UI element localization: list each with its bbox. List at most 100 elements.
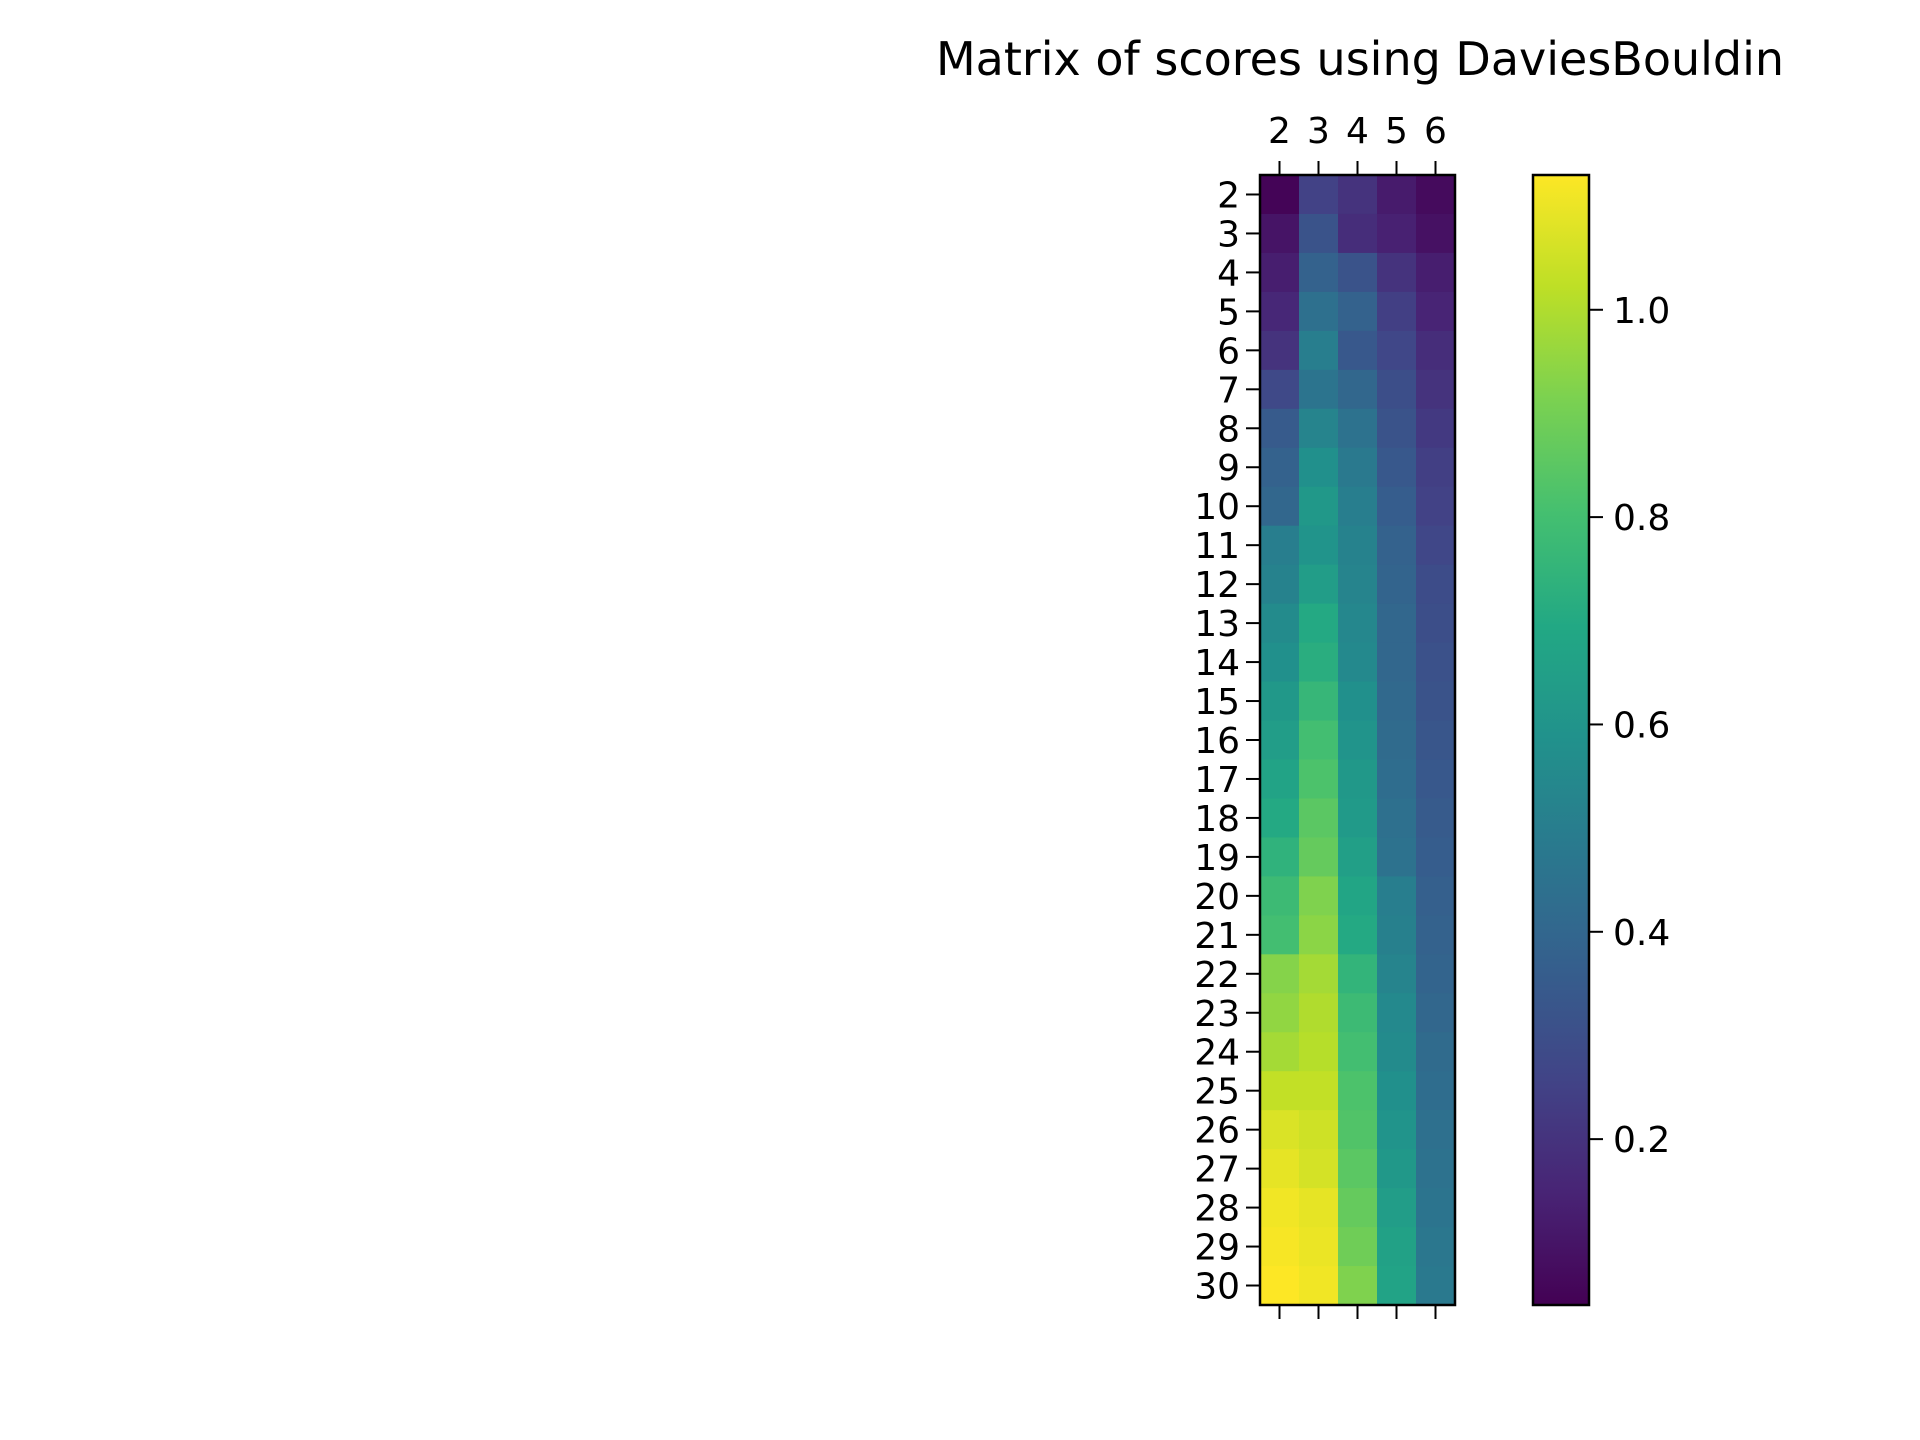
heatmap-cell (1377, 1149, 1417, 1189)
heatmap-cell (1377, 369, 1417, 410)
heatmap-cell (1338, 252, 1378, 293)
heatmap-cell (1338, 993, 1378, 1033)
heatmap-cell (1260, 876, 1300, 916)
x-tick-label: 4 (1346, 111, 1369, 152)
heatmap-cell (1416, 603, 1456, 644)
y-tick-label: 19 (1194, 838, 1240, 879)
heatmap-cell (1299, 1032, 1339, 1072)
heatmap-cell (1299, 954, 1339, 994)
heatmap-cell (1377, 681, 1417, 722)
heatmap-cell (1377, 915, 1417, 955)
heatmap-cell (1338, 798, 1378, 839)
heatmap-cell (1416, 1032, 1456, 1072)
y-tick-label: 7 (1217, 370, 1240, 411)
y-tick-label: 10 (1194, 487, 1240, 528)
y-tick-label: 16 (1194, 721, 1240, 762)
heatmap-cell (1260, 1071, 1300, 1111)
heatmap-cell (1377, 525, 1417, 566)
heatmap-cell (1260, 1266, 1300, 1306)
heatmap-cell (1299, 681, 1339, 722)
heatmap-cell (1338, 1227, 1378, 1267)
heatmap-cell (1299, 1266, 1339, 1306)
heatmap-cell (1338, 1071, 1378, 1111)
heatmap-cell (1260, 720, 1300, 761)
y-tick-label: 6 (1217, 331, 1240, 372)
y-axis-ticks: 2345678910111213141516171819202122232425… (1194, 175, 1260, 1308)
y-tick-label: 2 (1217, 175, 1240, 216)
y-tick-label: 30 (1194, 1267, 1240, 1308)
y-tick-label: 14 (1194, 643, 1240, 684)
heatmap-cell (1299, 213, 1339, 254)
heatmap-cells (1260, 175, 1456, 1306)
heatmap-cell (1377, 1227, 1417, 1267)
heatmap-cell (1377, 642, 1417, 683)
heatmap-cell (1299, 1110, 1339, 1150)
heatmap-cell (1299, 525, 1339, 566)
heatmap-cell (1299, 876, 1339, 916)
heatmap-cell (1377, 720, 1417, 761)
colorbar-tick-label: 1.0 (1613, 291, 1670, 332)
heatmap-cell (1416, 954, 1456, 994)
y-tick-label: 20 (1194, 877, 1240, 918)
heatmap-cell (1416, 1071, 1456, 1111)
y-tick-label: 25 (1194, 1072, 1240, 1113)
heatmap-cell (1299, 330, 1339, 371)
y-tick-label: 24 (1194, 1033, 1240, 1074)
heatmap-cell (1416, 1266, 1456, 1306)
heatmap-cell (1260, 408, 1300, 449)
heatmap-cell (1299, 1149, 1339, 1189)
heatmap-cell (1260, 486, 1300, 527)
heatmap-cell (1416, 175, 1456, 215)
heatmap-cell (1299, 175, 1339, 215)
heatmap-cell (1377, 447, 1417, 488)
heatmap-cell (1416, 369, 1456, 410)
heatmap-cell (1260, 837, 1300, 877)
heatmap-cell (1338, 603, 1378, 644)
heatmap-cell (1377, 1188, 1417, 1228)
colorbar-tick-label: 0.8 (1613, 498, 1670, 539)
heatmap-cell (1377, 213, 1417, 254)
heatmap-cell (1260, 1227, 1300, 1267)
heatmap-cell (1260, 291, 1300, 332)
y-tick-label: 9 (1217, 448, 1240, 489)
colorbar-tick-label: 0.6 (1613, 705, 1670, 746)
heatmap-cell (1338, 330, 1378, 371)
x-tick-label: 5 (1385, 111, 1408, 152)
heatmap-cell (1416, 798, 1456, 839)
heatmap-cell (1338, 642, 1378, 683)
heatmap-cell (1377, 291, 1417, 332)
heatmap-cell (1338, 486, 1378, 527)
heatmap-cell (1338, 175, 1378, 215)
heatmap-cell (1299, 447, 1339, 488)
x-tick-label: 3 (1307, 111, 1330, 152)
heatmap-cell (1416, 759, 1456, 800)
y-tick-label: 28 (1194, 1189, 1240, 1230)
y-tick-label: 27 (1194, 1150, 1240, 1191)
heatmap-cell (1338, 1266, 1378, 1306)
y-tick-label: 26 (1194, 1111, 1240, 1152)
heatmap-cell (1416, 720, 1456, 761)
y-tick-label: 21 (1194, 916, 1240, 957)
heatmap-cell (1416, 642, 1456, 683)
heatmap-cell (1377, 1266, 1417, 1306)
heatmap-cell (1416, 681, 1456, 722)
heatmap-cell (1299, 837, 1339, 877)
heatmap-cell (1416, 291, 1456, 332)
heatmap-cell (1416, 252, 1456, 293)
heatmap-cell (1260, 564, 1300, 605)
heatmap-cell (1377, 1032, 1417, 1072)
x-tick-label: 2 (1268, 111, 1291, 152)
heatmap-cell (1416, 1227, 1456, 1267)
heatmap-cell (1260, 369, 1300, 410)
heatmap-cell (1260, 252, 1300, 293)
heatmap-cell (1260, 1032, 1300, 1072)
heatmap-cell (1338, 1032, 1378, 1072)
heatmap-cell (1416, 525, 1456, 566)
heatmap-cell (1416, 408, 1456, 449)
heatmap-cell (1299, 642, 1339, 683)
heatmap-cell (1299, 408, 1339, 449)
y-tick-label: 5 (1217, 292, 1240, 333)
heatmap-cell (1416, 213, 1456, 254)
heatmap-cell (1416, 1149, 1456, 1189)
